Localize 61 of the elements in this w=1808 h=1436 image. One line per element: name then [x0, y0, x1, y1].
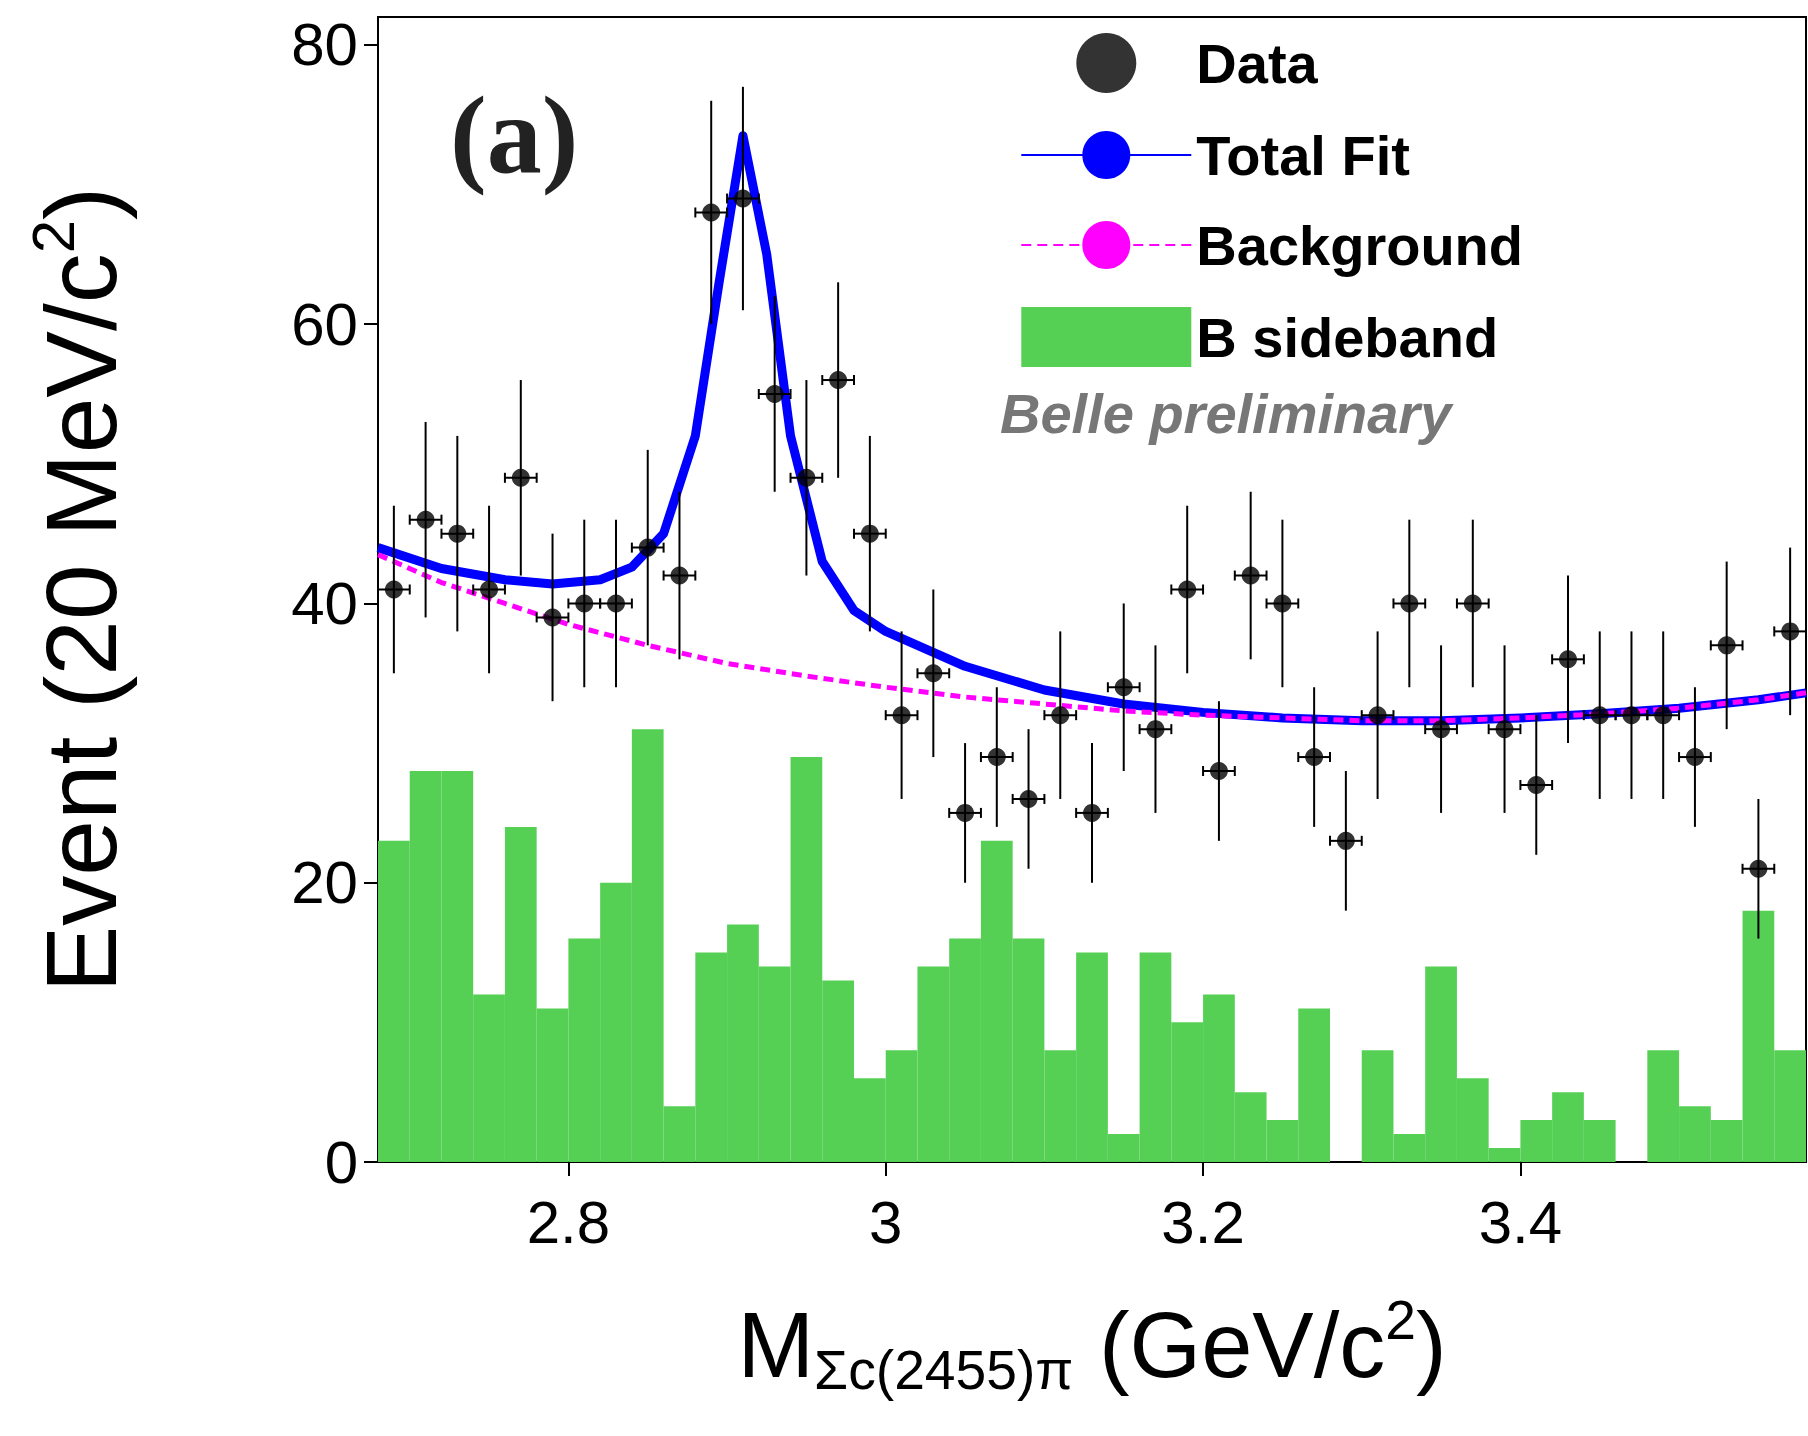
point	[765, 385, 784, 404]
point	[1083, 803, 1101, 822]
point	[448, 524, 467, 543]
point	[1114, 678, 1133, 697]
point	[987, 748, 1006, 767]
point	[1209, 762, 1228, 781]
x-tick-label: 3	[869, 1188, 903, 1256]
legend-label: Data	[1196, 31, 1319, 95]
y-tick-label: 20	[291, 849, 358, 917]
point	[702, 203, 721, 222]
point	[416, 510, 435, 529]
point	[956, 803, 975, 822]
point	[797, 468, 816, 487]
point	[607, 594, 625, 613]
y-axis-title: Event (20 MeV/c2)	[19, 186, 137, 993]
y-tick-label: 40	[291, 569, 358, 637]
point	[1495, 720, 1514, 739]
x-tick-label: 3.2	[1161, 1188, 1245, 1256]
point	[1273, 594, 1292, 613]
point	[1685, 748, 1704, 767]
annotation: (a)	[450, 74, 579, 196]
point	[670, 566, 689, 585]
point	[1717, 636, 1736, 655]
legend-label: B sideband	[1196, 305, 1499, 369]
point	[1590, 706, 1609, 725]
point	[511, 468, 530, 487]
annotation: Belle preliminary	[1000, 381, 1455, 445]
point	[575, 594, 594, 613]
legend-label: Background	[1196, 213, 1523, 277]
point	[1051, 706, 1070, 725]
point	[384, 580, 403, 599]
point	[638, 538, 657, 557]
y-tick-label: 0	[324, 1128, 358, 1196]
point	[924, 664, 943, 683]
point	[1305, 748, 1324, 767]
point	[1178, 580, 1197, 599]
point	[1559, 650, 1577, 669]
point	[1749, 859, 1768, 878]
y-tick-label: 60	[291, 290, 358, 358]
y-tick-label: 80	[291, 11, 358, 79]
point	[1336, 831, 1355, 850]
point	[1241, 566, 1260, 585]
point	[1146, 720, 1165, 739]
point	[1781, 622, 1800, 641]
point	[1622, 706, 1641, 725]
point	[1432, 720, 1451, 739]
point	[1527, 775, 1546, 794]
point	[1019, 789, 1038, 808]
point	[829, 371, 848, 390]
point	[733, 189, 752, 208]
x-tick-label: 2.8	[526, 1188, 611, 1256]
point	[1654, 706, 1673, 725]
point	[480, 580, 499, 599]
point	[892, 706, 911, 725]
x-tick-label: 3.4	[1478, 1188, 1563, 1256]
point	[860, 524, 879, 543]
legend-label: Total Fit	[1196, 123, 1410, 187]
point	[1400, 594, 1419, 613]
point	[1463, 594, 1482, 613]
point	[543, 608, 562, 627]
point	[1368, 706, 1387, 725]
